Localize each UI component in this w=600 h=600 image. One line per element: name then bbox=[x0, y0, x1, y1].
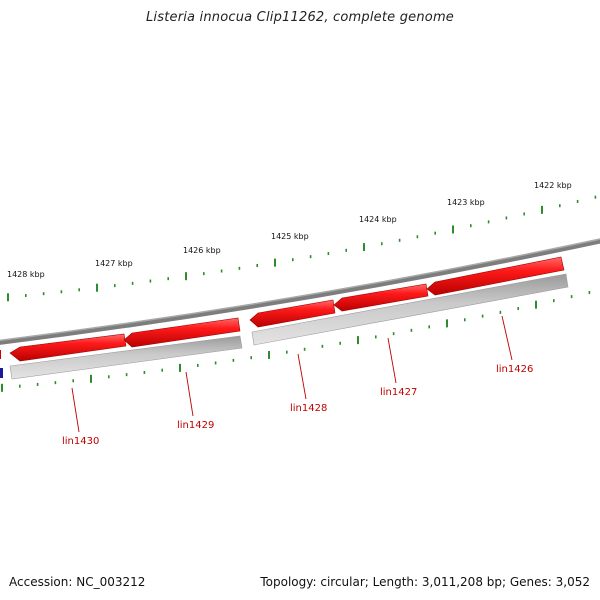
kbp-ticks-inner bbox=[1, 290, 591, 392]
gene-lin1429[interactable] bbox=[123, 317, 241, 348]
gene-lin1426[interactable] bbox=[426, 256, 565, 296]
partial-gene-left-red bbox=[0, 350, 1, 359]
gene-label-lin1429[interactable]: lin1429 bbox=[177, 420, 214, 431]
genome-backbone bbox=[0, 238, 600, 345]
kbp-label-1423: 1423 kbp bbox=[447, 198, 485, 207]
partial-gene-left bbox=[0, 368, 3, 378]
kbp-label-1426: 1426 kbp bbox=[183, 246, 221, 255]
gene-lin1428[interactable] bbox=[249, 299, 336, 328]
gene-lin1427[interactable] bbox=[333, 283, 429, 312]
kbp-label-1424: 1424 kbp bbox=[359, 215, 397, 224]
leader-lin1428 bbox=[297, 353, 307, 400]
kbp-label-1427: 1427 kbp bbox=[95, 259, 133, 268]
accession-text: Accession: NC_003212 bbox=[9, 575, 146, 589]
genome-summary-text: Topology: circular; Length: 3,011,208 bp… bbox=[260, 575, 590, 589]
gene-label-lin1427[interactable]: lin1427 bbox=[380, 387, 417, 398]
leader-lin1429 bbox=[185, 371, 194, 417]
kbp-label-1422: 1422 kbp bbox=[534, 181, 572, 190]
leader-lin1430 bbox=[71, 387, 80, 433]
gene-shadow-band-left bbox=[9, 335, 243, 380]
leader-lin1427 bbox=[387, 337, 397, 384]
gene-label-lin1430[interactable]: lin1430 bbox=[62, 436, 99, 447]
genome-backbone-highlight bbox=[0, 238, 600, 342]
gene-label-lin1428[interactable]: lin1428 bbox=[290, 403, 327, 414]
gene-shadow-band-right bbox=[251, 273, 569, 346]
kbp-label-1425: 1425 kbp bbox=[271, 232, 309, 241]
kbp-ticks-outer bbox=[7, 195, 597, 302]
map-title: Listeria innocua Clip11262, complete gen… bbox=[145, 10, 455, 25]
leader-lin1426 bbox=[501, 315, 513, 361]
gene-label-lin1426[interactable]: lin1426 bbox=[496, 364, 533, 375]
kbp-label-1428: 1428 kbp bbox=[7, 270, 45, 279]
